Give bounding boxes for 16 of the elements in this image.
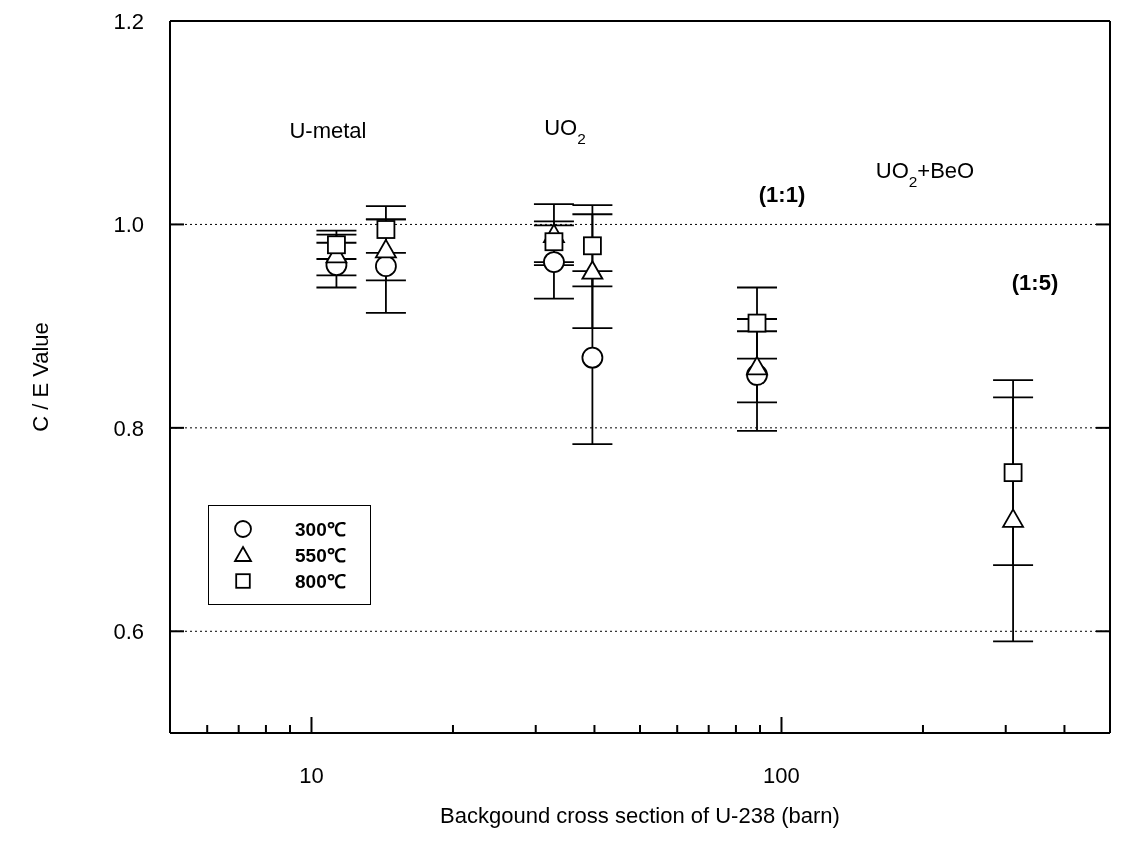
- annotation: (1:5): [1011, 270, 1059, 295]
- legend-label: 300℃: [295, 518, 346, 542]
- annotation: UO$_{2}$: [544, 115, 586, 147]
- legend-label: 800℃: [295, 570, 346, 594]
- legend-label: 550℃: [295, 544, 346, 568]
- x-axis-title: Backgound cross section of U-238 (barn): [440, 803, 840, 828]
- y-tick-label: 0.6: [113, 619, 144, 645]
- y-axis-title: C / E Value: [27, 322, 53, 432]
- annotation: (1:1): [758, 182, 806, 207]
- x-tick-label: 10: [299, 763, 324, 788]
- x-tick-label: 100: [763, 763, 800, 788]
- annotation: UO$_{2}$+BeO: [875, 158, 975, 190]
- annotation: U-metal: [289, 118, 367, 143]
- y-tick-label: 1.0: [113, 212, 144, 238]
- y-tick-label: 0.8: [113, 415, 144, 441]
- y-tick-label: 1.2: [113, 9, 144, 34]
